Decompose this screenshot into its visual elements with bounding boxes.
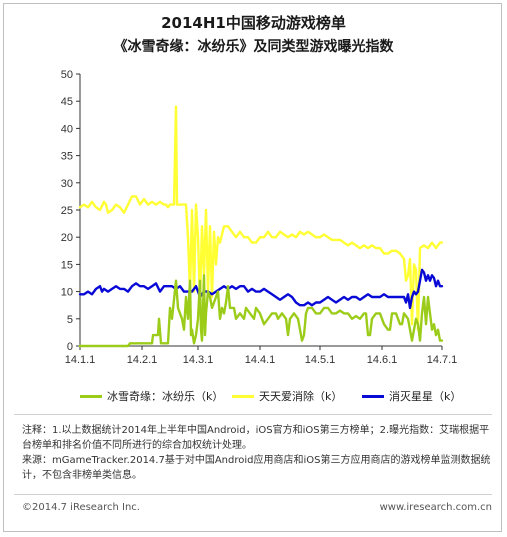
series-line-2 [78,268,444,310]
notes: 注释：1.以上数据统计2014年上半年中国Android，iOS官方和iOS第三… [22,423,492,483]
y-tick-label: 25 [61,205,73,217]
divider [14,494,492,495]
legend-item: 天天爱消除（k） [232,388,342,404]
y-tick-label: 20 [61,232,73,244]
y-tick-label: 45 [61,96,73,108]
y-tick-label: 40 [61,123,73,135]
line-chart: 0 5 10 15 20 25 30 35 40 45 50 14.1.1 14.2.1 14.3.1 14… [61,69,458,366]
note-annotation: 注释：1.以上数据统计2014年上半年中国Android，iOS官方和iOS第三… [22,425,490,451]
legend-item: 冰雪奇缘：冰纷乐（k） [80,388,223,404]
x-tick-label: 14.5.1 [305,354,336,366]
legend-item: 消灭星星（k） [362,388,461,404]
x-tick-label: 14.2.1 [127,354,158,366]
legend-label: 消灭星星（k） [389,390,462,403]
footer: ©2014.7 iResearch Inc. www.iresearch.com… [22,502,492,513]
legend-swatch [232,394,254,398]
legend-label: 天天爱消除（k） [259,390,343,403]
chart-title: 2014H1中国移动游戏榜单 [161,14,346,32]
series-line-0 [78,274,444,348]
y-tick-label: 30 [61,178,73,190]
chart-legend: 冰雪奇缘：冰纷乐（k） 天天爱消除（k） 消灭星星（k） [0,388,507,408]
series-line-1 [78,105,444,331]
note-source: 来源：mGameTracker.2014.7基于对中国Android应用商店和i… [22,455,491,481]
y-tick-label: 0 [67,341,73,353]
y-tick-label: 5 [67,314,73,326]
legend-swatch [362,394,384,398]
x-tick-label: 14.4.1 [245,354,276,366]
y-tick-label: 15 [61,259,73,271]
divider [14,414,492,415]
chart-subtitle: 《冰雪奇缘：冰纷乐》及同类型游戏曝光指数 [113,39,394,55]
x-tick-label: 14.3.1 [183,354,214,366]
y-tick-label: 35 [61,151,73,163]
website-text: www.iresearch.com.cn [379,502,492,513]
x-tick-label: 14.6.1 [367,354,398,366]
legend-swatch [80,394,102,398]
x-tick-label: 14.1.1 [65,354,96,366]
legend-label: 冰雪奇缘：冰纷乐（k） [107,390,224,403]
y-tick-label: 10 [61,287,73,299]
x-tick-label: 14.7.1 [427,354,458,366]
copyright-text: ©2014.7 iResearch Inc. [22,502,140,513]
y-tick-label: 50 [61,69,73,81]
